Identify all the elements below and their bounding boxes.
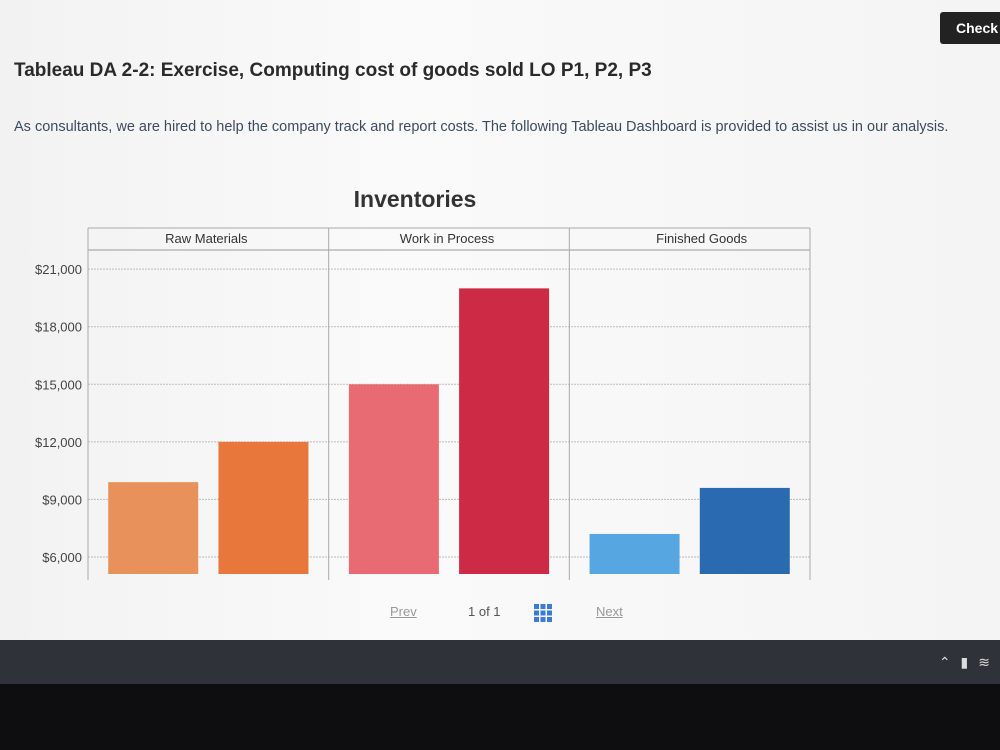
wifi-icon[interactable]: ≋ xyxy=(978,654,990,670)
y-tick-label: $15,000 xyxy=(35,377,82,392)
bar[interactable] xyxy=(108,482,199,574)
panel-header-label: Raw Materials xyxy=(165,231,248,246)
y-tick-label: $21,000 xyxy=(35,262,82,277)
inventories-chart: $21,000 $18,000 $15,000 $12,000 $9,000 $6,000… xyxy=(35,227,811,580)
panel-header-label: Finished Goods xyxy=(656,231,748,246)
bar[interactable] xyxy=(589,533,680,574)
prev-link[interactable]: Prev xyxy=(390,604,417,619)
grid-view-icon[interactable] xyxy=(534,604,552,622)
page-indicator: 1 of 1 xyxy=(468,604,501,619)
y-tick-label: $18,000 xyxy=(35,320,82,335)
system-tray: ⌃ ▮ ≋ xyxy=(939,654,990,671)
chart-title: Inventories xyxy=(353,186,477,212)
pager: Prev 1 of 1 Next xyxy=(380,604,660,626)
bar[interactable] xyxy=(459,288,550,574)
panel-header-label: Work in Process xyxy=(400,231,495,246)
y-tick-label: $12,000 xyxy=(35,435,82,450)
bar[interactable] xyxy=(699,487,790,574)
next-link[interactable]: Next xyxy=(596,604,623,619)
check-button[interactable]: Check xyxy=(940,12,1000,44)
bar[interactable] xyxy=(218,441,309,574)
taskbar: ⌃ ▮ ≋ xyxy=(0,640,1000,684)
page-title: Tableau DA 2-2: Exercise, Computing cost… xyxy=(14,60,652,81)
y-tick-label: $9,000 xyxy=(42,492,82,507)
screen-bezel xyxy=(0,684,1000,750)
chevron-up-icon[interactable]: ⌃ xyxy=(938,654,951,670)
bar[interactable] xyxy=(348,384,439,574)
battery-icon[interactable]: ▮ xyxy=(960,654,969,670)
page-description: As consultants, we are hired to help the… xyxy=(14,119,949,135)
y-tick-label: $6,000 xyxy=(42,550,82,565)
